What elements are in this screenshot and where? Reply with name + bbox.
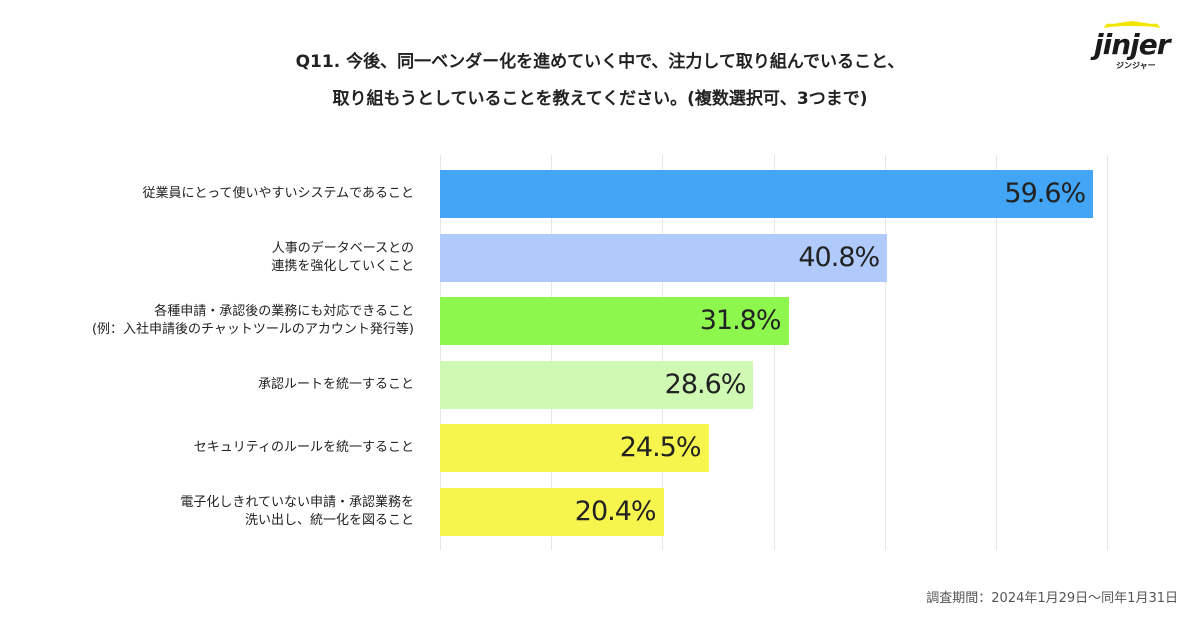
bar: 20.4% xyxy=(440,488,664,536)
data-label: 28.6% xyxy=(664,368,747,400)
gridline xyxy=(773,155,775,550)
logo-kana: ジンジャー xyxy=(1116,61,1156,70)
data-label: 31.8% xyxy=(699,305,782,337)
category-label-line: 人事のデータベースとの xyxy=(271,240,414,256)
category-label-line: 各種申請・承認後の業務にも対応できること xyxy=(154,304,414,320)
category-label-line: 従業員にとって使いやすいシステムであること xyxy=(142,186,414,201)
bar: 28.6% xyxy=(440,360,754,409)
category-label: 各種申請・承認後の業務にも対応できること (例：入社申請後のチャットツールのアカウ… xyxy=(14,297,414,345)
chart-title-line1: Q11. 今後、同一ベンダー化を進めていく中で、注力して取り組んでいること、 xyxy=(295,52,905,72)
bar: 31.8% xyxy=(440,297,789,346)
data-label: 59.6% xyxy=(1004,178,1086,209)
bar: 40.8% xyxy=(440,233,888,282)
gridline xyxy=(662,155,664,550)
category-label: 承認ルートを統一すること xyxy=(14,361,414,409)
data-label: 24.5% xyxy=(619,432,702,464)
gridline xyxy=(996,155,997,550)
logo-roof-icon xyxy=(1104,21,1160,28)
category-label-line: 洗い出し、統一化を図ること xyxy=(244,513,414,528)
category-label: セキュリティのルールを統一すること xyxy=(14,424,414,472)
category-label: 電子化しきれていない申請・承認業務を洗い出し、統一化を図ること xyxy=(14,488,414,536)
category-label: 人事のデータベースとの 連携を強化していくこと xyxy=(14,234,414,282)
data-label: 40.8% xyxy=(798,241,880,273)
category-label-line: 連携を強化していくこと xyxy=(271,258,414,274)
category-label-line: 承認ルートを統一すること xyxy=(257,376,414,392)
gridline xyxy=(1107,155,1109,550)
category-label-line: 電子化しきれていない申請・承認業務を xyxy=(180,495,414,510)
survey-period: 調査期間：2024年1月29日〜同年1月31日 xyxy=(926,591,1178,606)
category-label-line: (例：入社申請後のチャットツールのアカウント発行等) xyxy=(91,322,414,338)
bar: 59.6% xyxy=(440,170,1094,218)
bar: 24.5% xyxy=(440,424,709,473)
category-label: 従業員にとって使いやすいシステムであること xyxy=(14,170,414,218)
gridline xyxy=(551,155,553,550)
chart-title: Q11. 今後、同一ベンダー化を進めていく中で、注力して取り組んでいること、 取… xyxy=(0,44,1200,118)
jinjer-logo: jinjer ジンジャー xyxy=(1090,16,1180,72)
data-label: 20.4% xyxy=(574,496,657,527)
category-label-line: セキュリティのルールを統一すること xyxy=(193,440,414,456)
y-axis-line xyxy=(440,155,441,550)
chart-title-line2: 取り組もうとしていることを教えてください。(複数選択可、3つまで) xyxy=(332,89,868,109)
gridline xyxy=(884,155,886,550)
logo-word: jinjer xyxy=(1094,28,1171,61)
